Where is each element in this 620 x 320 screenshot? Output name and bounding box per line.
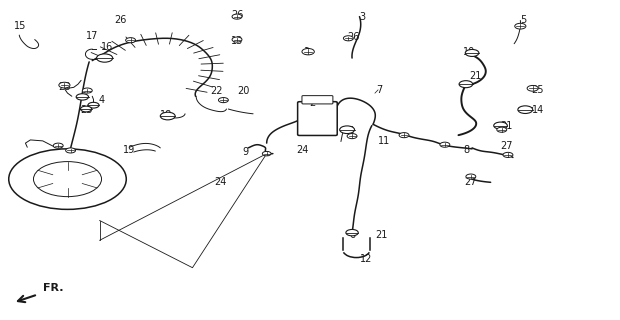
Circle shape <box>59 82 70 88</box>
Text: 15: 15 <box>14 21 27 31</box>
Circle shape <box>302 49 314 55</box>
Circle shape <box>518 106 533 114</box>
Circle shape <box>346 229 358 236</box>
FancyBboxPatch shape <box>302 96 333 104</box>
Circle shape <box>399 132 409 138</box>
Text: 21: 21 <box>469 71 482 81</box>
Text: 6: 6 <box>347 126 353 136</box>
Circle shape <box>126 38 136 43</box>
Circle shape <box>232 37 242 42</box>
Text: 10: 10 <box>463 47 476 57</box>
Text: 9: 9 <box>242 147 248 157</box>
Circle shape <box>232 14 242 19</box>
Text: FR.: FR. <box>43 283 63 293</box>
Circle shape <box>527 85 538 91</box>
Circle shape <box>33 162 102 197</box>
Text: 14: 14 <box>531 105 544 115</box>
Text: 20: 20 <box>237 86 250 97</box>
Text: 18: 18 <box>161 110 172 120</box>
Circle shape <box>340 126 355 133</box>
Circle shape <box>262 151 271 156</box>
Text: 19: 19 <box>123 146 135 156</box>
Circle shape <box>515 23 526 29</box>
Text: 26: 26 <box>347 32 360 42</box>
FancyBboxPatch shape <box>298 102 337 135</box>
Text: 21: 21 <box>500 121 513 131</box>
Text: 12: 12 <box>360 254 372 264</box>
Circle shape <box>466 174 476 179</box>
Text: 13: 13 <box>231 36 244 45</box>
Circle shape <box>347 133 357 139</box>
Text: 27: 27 <box>500 141 513 151</box>
Circle shape <box>53 143 63 148</box>
Circle shape <box>494 122 507 129</box>
Text: 26: 26 <box>114 15 126 25</box>
Circle shape <box>459 81 472 88</box>
Circle shape <box>440 142 450 147</box>
Text: 22: 22 <box>210 86 223 97</box>
Text: 21: 21 <box>375 230 388 240</box>
Text: 7: 7 <box>376 85 383 95</box>
Text: 4: 4 <box>99 95 105 105</box>
Circle shape <box>76 94 89 100</box>
Circle shape <box>81 106 92 112</box>
Text: 27: 27 <box>464 177 477 187</box>
Circle shape <box>9 149 126 209</box>
Text: 26: 26 <box>231 10 244 20</box>
Circle shape <box>343 36 353 41</box>
Text: 11: 11 <box>378 136 391 146</box>
Circle shape <box>218 98 228 103</box>
Circle shape <box>66 148 76 153</box>
Circle shape <box>97 54 113 62</box>
Text: 1: 1 <box>304 47 310 57</box>
Text: 28: 28 <box>58 82 71 92</box>
Circle shape <box>497 127 507 132</box>
Text: 6: 6 <box>349 230 355 240</box>
Circle shape <box>88 102 99 108</box>
Text: 23: 23 <box>80 105 92 115</box>
Text: 24: 24 <box>296 146 309 156</box>
Text: 17: 17 <box>86 31 99 41</box>
Text: 25: 25 <box>531 85 544 95</box>
Text: 5: 5 <box>520 15 526 25</box>
Text: 16: 16 <box>101 42 113 52</box>
Circle shape <box>161 112 175 120</box>
Circle shape <box>465 50 479 56</box>
Circle shape <box>503 152 513 157</box>
Text: 2: 2 <box>309 98 315 108</box>
Text: 24: 24 <box>214 177 226 187</box>
Circle shape <box>82 88 92 93</box>
Text: 8: 8 <box>463 146 469 156</box>
Text: 3: 3 <box>360 12 366 22</box>
